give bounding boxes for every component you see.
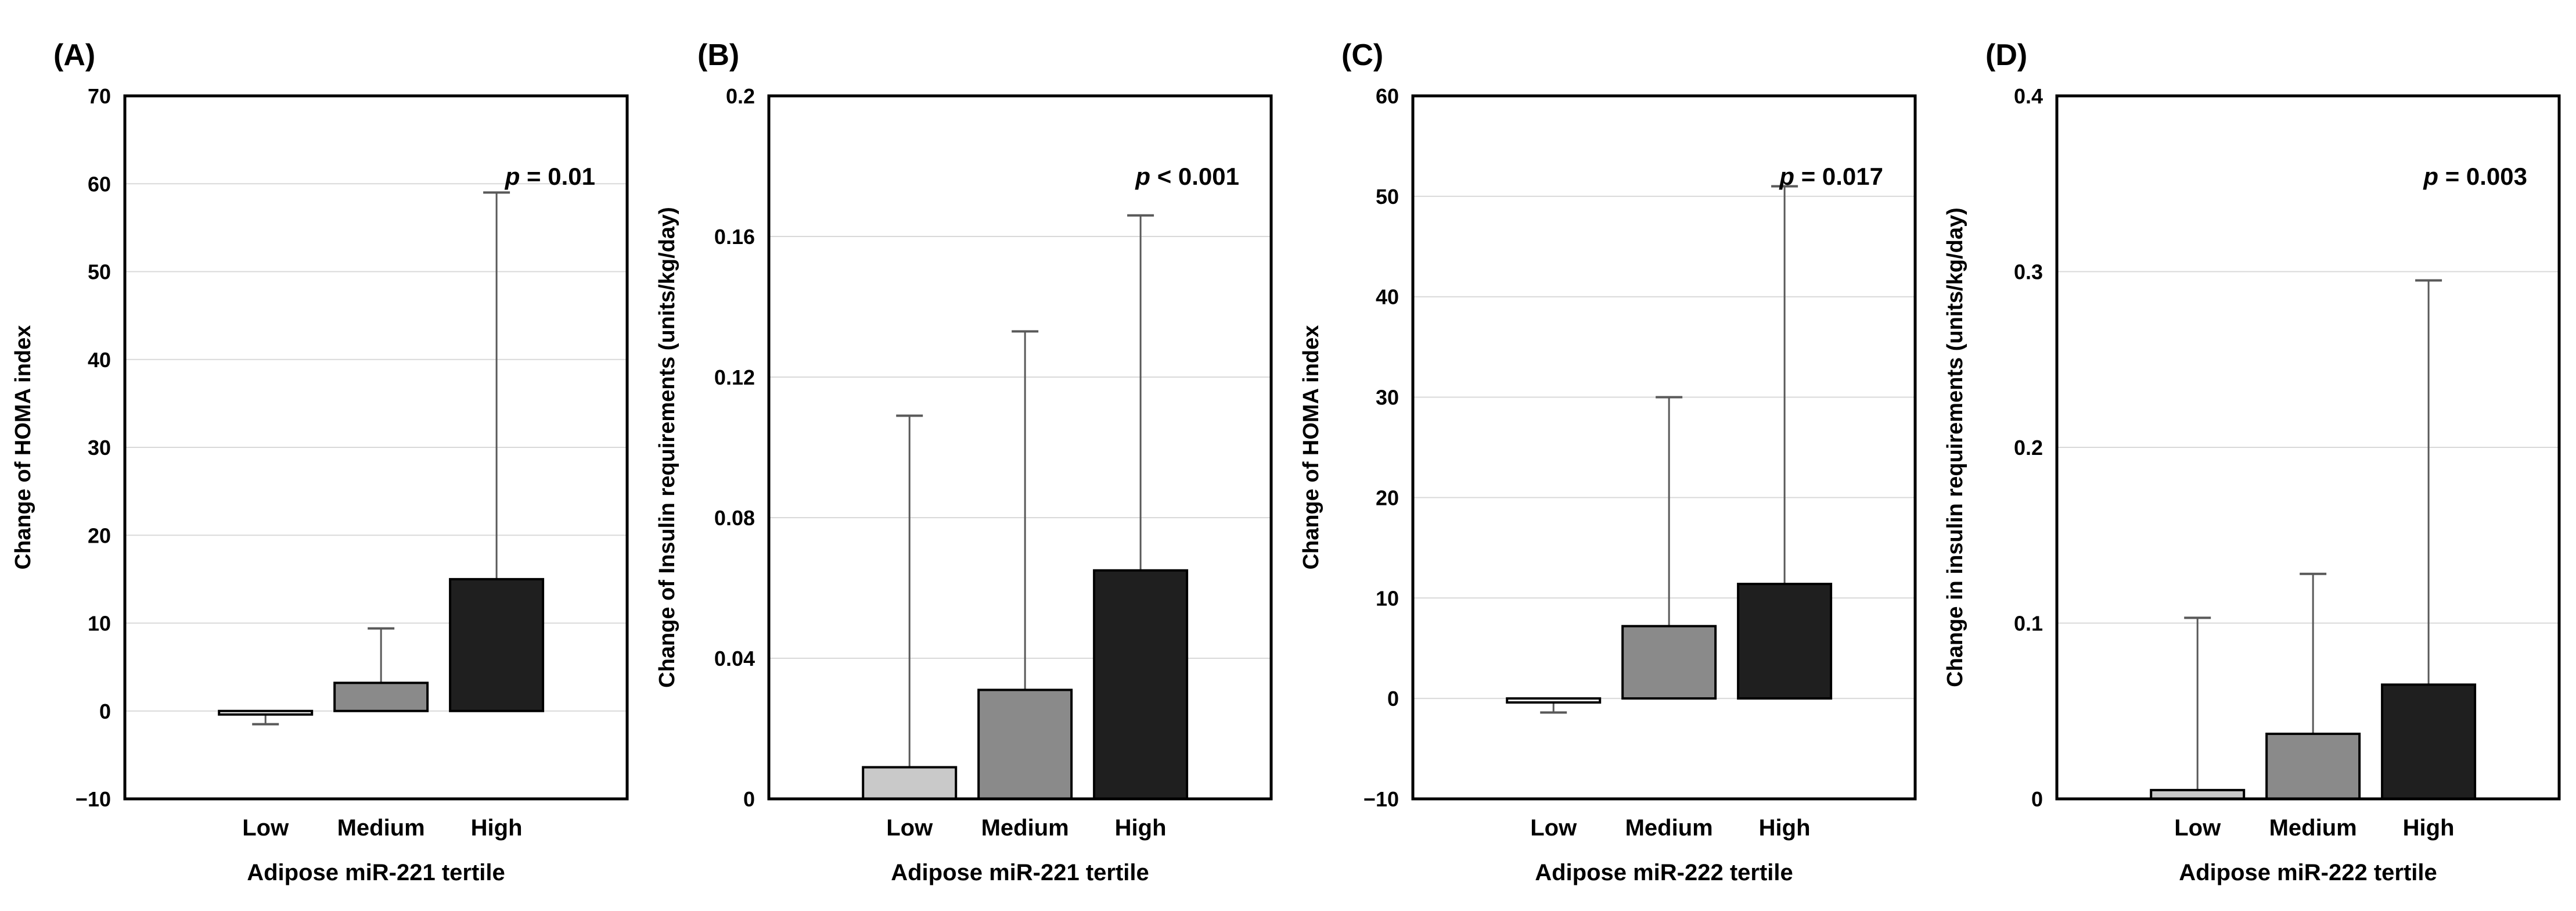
y-tick-label: 0.4 [2014,84,2043,108]
bar-high [1093,569,1189,800]
x-axis-title: Adipose miR-222 tertile [2179,860,2437,885]
panel-label: (A) [53,38,95,72]
y-tick-label: 0.1 [2014,612,2043,636]
x-category-label-medium: Medium [1625,815,1713,841]
x-category-label-high: High [1115,815,1167,841]
panel-d: Low Medium High 0 0.1 0.2 0.3 0.4 Change in insu… [1932,0,2576,911]
y-tick-label: 20 [1376,486,1399,510]
y-tick-label: 0.2 [2014,436,2043,460]
p-value-label: p = 0.017 [1779,163,1883,190]
y-tick-label: 0.3 [2014,260,2043,284]
plot-border [767,94,1273,801]
bar-low [218,709,314,716]
y-axis-title: Change of HOMA index [1299,325,1323,570]
x-category-label-high: High [471,815,523,841]
x-category-label-low: Low [2174,815,2221,841]
bar-medium [977,688,1073,800]
bar-low [1506,697,1602,704]
y-tick-label: 0 [99,700,111,723]
bar-high [449,578,545,712]
y-tick-label: −10 [75,787,111,811]
y-tick-label: 0.04 [714,647,755,670]
y-tick-label: 30 [1376,386,1399,410]
bar-medium [1621,625,1717,700]
y-tick-label: 60 [88,172,111,196]
y-tick-label: 30 [88,436,111,460]
y-tick-label: 0 [2031,787,2043,811]
y-tick-label: 60 [1376,84,1399,108]
x-category-label-low: Low [242,815,289,841]
y-axis-title: Change in insulin requirements (units/kg… [1943,207,1967,687]
x-axis-title: Adipose miR-221 tertile [247,860,505,885]
x-category-label-low: Low [886,815,933,841]
y-tick-label: 0.08 [714,506,755,530]
chart-panel-d: Low Medium High 0 0.1 0.2 0.3 0.4 Change in insu… [1943,38,2561,885]
x-category-label-high: High [1759,815,1811,841]
y-tick-label: 0.12 [714,365,755,389]
y-tick-label: 10 [88,612,111,636]
y-axis-title: Change of HOMA index [11,325,35,570]
y-tick-label: 10 [1376,586,1399,610]
chart-panel-b: Low Medium High 0 0.04 0.08 0.12 0.16 0.2 Change … [655,38,1273,885]
panel-label: (C) [1341,38,1383,72]
plot-border [123,94,629,801]
plot-border [1411,94,1917,801]
y-axis-title: Change of Insulin requirements (units/kg… [655,207,679,688]
chart-panel-a: Low Medium High −10 0 10 20 30 40 50 60 70 Change of… [11,38,629,885]
y-tick-label: 0 [743,787,755,811]
y-tick-label: −10 [1363,787,1399,811]
panel-label: (D) [1985,38,2027,72]
y-tick-label: 50 [1376,185,1399,209]
plot-border [2055,94,2561,801]
y-tick-label: 50 [88,260,111,284]
y-tick-label: 40 [88,348,111,372]
x-category-label-medium: Medium [337,815,425,841]
bar-high [2381,683,2477,800]
bar-medium [2265,733,2361,800]
p-value-label: p < 0.001 [1135,163,1239,190]
panel-label: (B) [697,38,739,72]
y-tick-label: 70 [88,84,111,108]
y-tick-label: 0 [1387,687,1399,711]
y-tick-label: 0.2 [726,84,755,108]
panel-a: Low Medium High −10 0 10 20 30 40 50 60 70 Change of… [0,0,644,911]
chart-panel-c: Low Medium High −10 0 10 20 30 40 50 60 Change of H… [1299,38,1917,885]
p-value-label: p = 0.01 [505,163,595,190]
x-axis-title: Adipose miR-222 tertile [1535,860,1793,885]
x-category-label-low: Low [1530,815,1577,841]
bar-low [862,766,958,801]
p-value-label: p = 0.003 [2423,163,2527,190]
x-category-label-medium: Medium [981,815,1069,841]
bar-medium [333,682,429,712]
y-tick-label: 40 [1376,285,1399,309]
bar-high [1737,583,1833,700]
x-category-label-medium: Medium [2269,815,2357,841]
panel-b: Low Medium High 0 0.04 0.08 0.12 0.16 0.2 Change … [644,0,1288,911]
x-axis-title: Adipose miR-221 tertile [891,860,1149,885]
y-tick-label: 0.16 [714,225,755,249]
panel-c: Low Medium High −10 0 10 20 30 40 50 60 Change of H… [1288,0,1932,911]
x-category-label-high: High [2403,815,2455,841]
y-tick-label: 20 [88,523,111,547]
